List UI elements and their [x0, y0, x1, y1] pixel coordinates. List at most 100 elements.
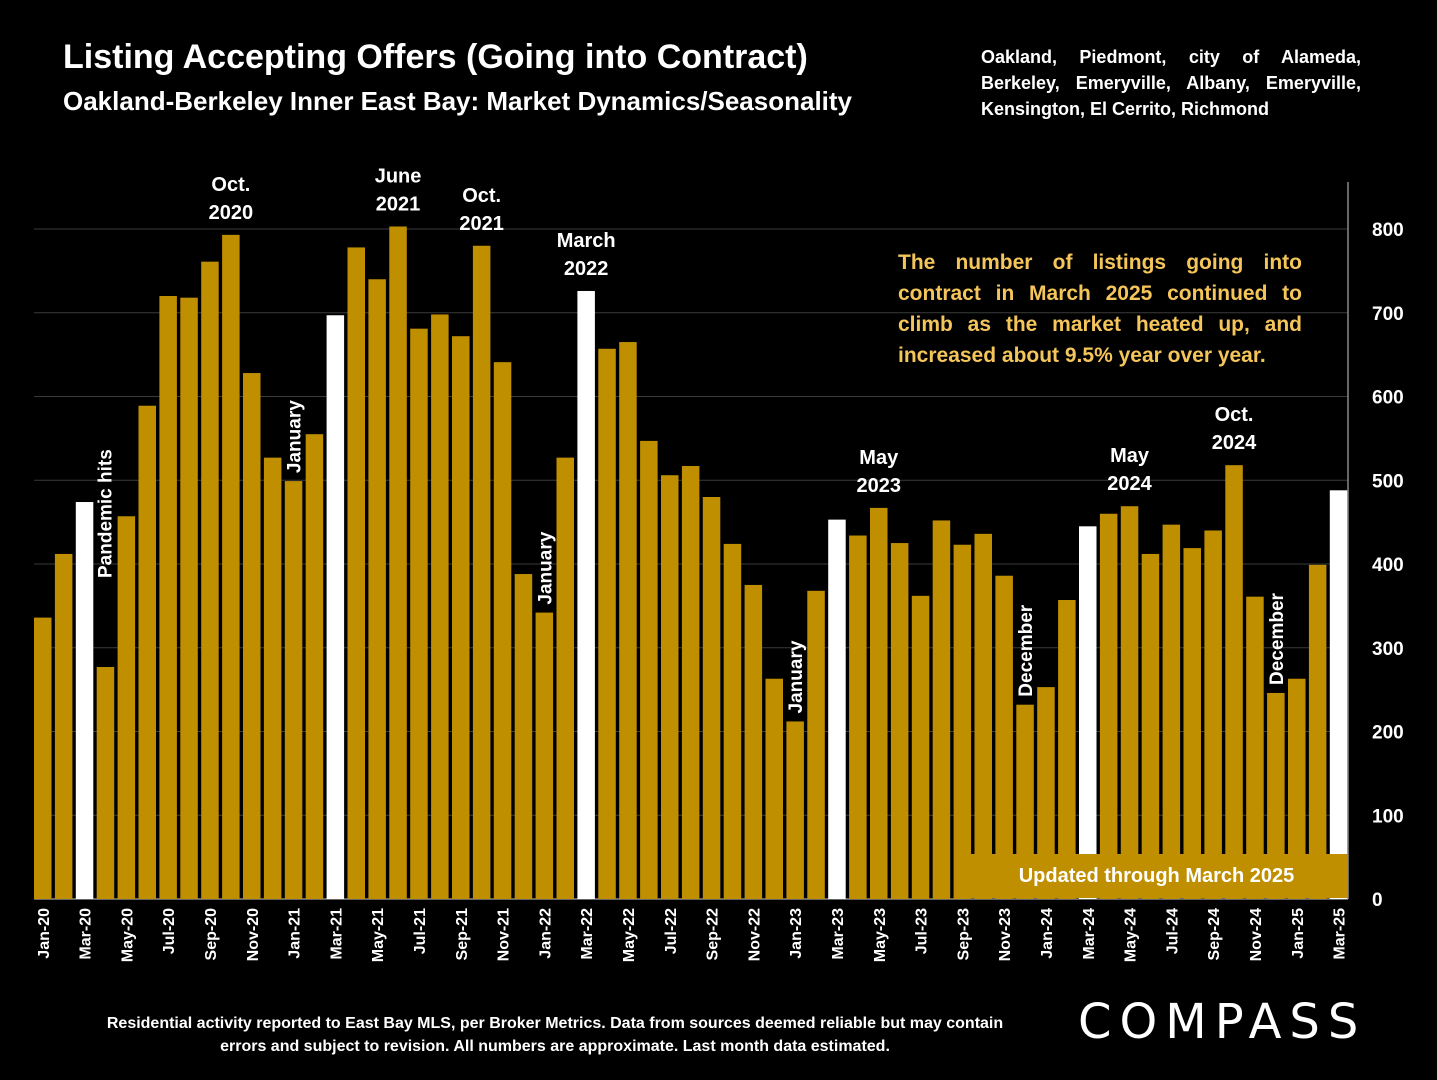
x-tick-label: Sep-24 [1206, 908, 1223, 961]
annotation-label: June [375, 165, 422, 187]
bar-oct-22 [723, 543, 742, 899]
bar-jan-22 [535, 612, 554, 899]
x-tick-label: May-21 [370, 908, 387, 962]
bar-sep-23 [953, 544, 972, 899]
bar-jan-21 [284, 481, 303, 899]
callout-text: The number of listings going into contra… [898, 251, 1302, 367]
annotation-label: Oct. [211, 174, 250, 196]
bar-mar-21 [326, 315, 345, 899]
bar-feb-24 [1058, 600, 1076, 899]
x-tick-label: Jul-22 [663, 908, 680, 954]
annotation-label: December [1016, 604, 1037, 696]
bar-mar-20 [75, 502, 94, 899]
y-tick-label: 600 [1372, 388, 1404, 409]
bar-jan-24 [1037, 687, 1055, 899]
x-tick-label: Jan-22 [537, 908, 554, 959]
bar-sep-20 [201, 261, 219, 900]
annotation-label: May [859, 447, 899, 469]
bar-dec-24 [1267, 692, 1285, 899]
annotations: Pandemic hits Oct. 2020 January June 2021 Oct.… [95, 165, 1287, 713]
annotation-label: 2020 [209, 202, 254, 224]
x-tick-label: Jan-24 [1039, 908, 1056, 959]
bar-apr-24 [1099, 513, 1118, 899]
bar-may-24 [1120, 506, 1139, 899]
annotation-label: 2023 [857, 475, 902, 497]
x-tick-label: Sep-20 [203, 908, 220, 961]
x-tick-label: Nov-22 [746, 908, 763, 961]
bar-jun-20 [138, 405, 156, 899]
x-tick-label: May-20 [119, 908, 136, 962]
bar-apr-20 [96, 667, 115, 899]
bar-jan-25 [1288, 678, 1306, 899]
x-tick-label: Mar-23 [830, 908, 847, 960]
bars [34, 226, 1348, 900]
bar-feb-20 [54, 553, 73, 899]
x-tick-label: Jul-24 [1164, 908, 1181, 954]
bar-may-23 [870, 507, 888, 899]
annotation-label: Pandemic hits [95, 449, 116, 578]
bar-mar-25 [1329, 490, 1348, 899]
updated-badge: Updated through March 2025 [965, 854, 1348, 898]
bar-dec-21 [514, 574, 533, 899]
annotation-label: 2024 [1212, 432, 1257, 454]
annotation-label: 2021 [459, 213, 504, 235]
y-tick-label: 500 [1372, 471, 1404, 492]
bar-sep-22 [702, 497, 721, 899]
x-tick-label: Sep-21 [454, 908, 471, 961]
bar-feb-21 [305, 434, 324, 899]
bar-jul-24 [1162, 524, 1181, 899]
x-tick-label: Sep-22 [705, 908, 722, 961]
y-tick-label: 200 [1372, 723, 1404, 744]
bar-dec-23 [1016, 704, 1034, 899]
x-tick-label: Jul-20 [161, 908, 178, 954]
x-tick-label: May-22 [621, 908, 638, 962]
y-axis-ticks: 0 100 200 300 400 500 600 700 800 [1372, 220, 1404, 911]
annotation-label: 2022 [564, 258, 609, 280]
bar-oct-20 [222, 234, 240, 900]
annotation-label: December [1267, 592, 1288, 684]
bar-chart: Pandemic hits Oct. 2020 January June 2021 Oct.… [34, 165, 1404, 962]
bar-mar-24 [1079, 526, 1097, 899]
compass-logo: COMPASS [1078, 994, 1367, 1050]
bar-jun-21 [389, 226, 407, 900]
x-tick-label: Mar-21 [328, 908, 345, 960]
bar-jan-20 [34, 617, 52, 899]
bar-jun-22 [640, 440, 658, 899]
x-tick-label: Sep-23 [955, 908, 972, 961]
x-axis-ticks: Jan-20 Mar-20 May-20 Jul-20 Sep-20 Nov-20 Jan-… [36, 908, 1349, 962]
x-tick-label: Jan-20 [36, 908, 53, 959]
bar-jul-23 [911, 595, 930, 899]
annotation-label: January [535, 531, 556, 604]
bar-aug-21 [431, 314, 449, 899]
bar-aug-23 [932, 520, 951, 899]
annotation-label: Oct. [1215, 404, 1254, 426]
x-tick-label: Nov-20 [245, 908, 262, 961]
bar-feb-25 [1308, 564, 1327, 899]
x-tick-label: Jul-21 [412, 908, 429, 954]
bar-aug-24 [1183, 548, 1201, 899]
bar-mar-23 [828, 519, 846, 899]
bar-dec-20 [263, 457, 282, 899]
annotation-label: January [786, 640, 807, 713]
bar-oct-21 [472, 245, 491, 899]
bar-nov-24 [1246, 596, 1264, 899]
y-tick-label: 300 [1372, 639, 1404, 660]
bar-apr-22 [598, 348, 616, 899]
bar-jul-22 [661, 475, 679, 899]
x-tick-label: Mar-22 [579, 908, 596, 960]
bar-may-22 [619, 342, 637, 899]
y-tick-label: 100 [1372, 806, 1404, 827]
bar-nov-22 [744, 584, 763, 899]
bar-jul-20 [159, 296, 177, 899]
bar-sep-24 [1204, 530, 1222, 899]
bar-may-20 [117, 516, 136, 899]
bar-apr-23 [849, 535, 867, 899]
x-tick-label: Jul-23 [914, 908, 931, 954]
x-tick-label: Nov-21 [496, 908, 513, 961]
bar-oct-23 [974, 533, 992, 899]
bar-may-21 [368, 279, 386, 899]
bar-jun-23 [890, 543, 909, 899]
annotation-label: 2024 [1107, 473, 1152, 495]
footnote: Residential activity reported to East Ba… [106, 1015, 1004, 1055]
x-tick-label: Nov-23 [997, 908, 1014, 961]
